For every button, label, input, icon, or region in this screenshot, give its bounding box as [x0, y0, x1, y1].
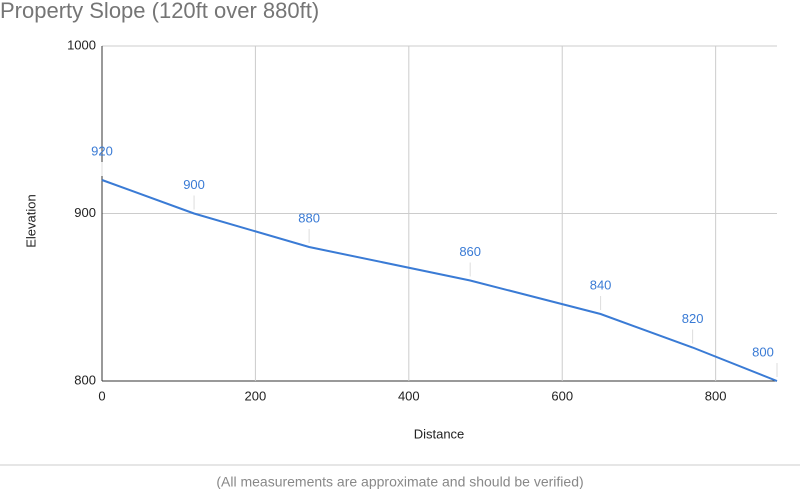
data-label: 900 — [183, 177, 205, 192]
data-label: 800 — [752, 344, 774, 359]
x-tick-label: 400 — [398, 388, 420, 403]
data-label: 820 — [682, 311, 704, 326]
x-tick-label: 600 — [551, 388, 573, 403]
data-label: 840 — [590, 277, 612, 292]
x-tick-label: 0 — [98, 388, 105, 403]
data-label: 860 — [459, 244, 481, 259]
x-axis-label: Distance — [414, 426, 465, 441]
data-label: 880 — [298, 210, 320, 225]
y-tick-label: 900 — [74, 205, 96, 220]
y-tick-label: 1000 — [67, 37, 96, 52]
chart-title: Property Slope (120ft over 880ft) — [0, 0, 319, 23]
data-label: 920 — [91, 143, 113, 158]
data-line — [101, 179, 778, 382]
y-tick-label: 800 — [74, 372, 96, 387]
x-tick-label: 200 — [245, 388, 267, 403]
footnote: (All measurements are approximate and sh… — [216, 474, 583, 489]
x-tick-label: 800 — [705, 388, 727, 403]
y-axis-label: Elevation — [23, 194, 38, 247]
